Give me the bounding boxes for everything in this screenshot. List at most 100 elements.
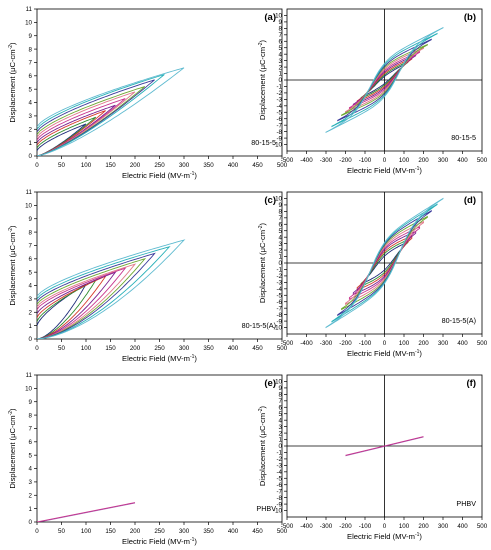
y-tick-label: 1 xyxy=(279,254,283,261)
x-tick-label: 350 xyxy=(203,528,214,535)
loop-series-5 xyxy=(37,267,127,339)
line-series-overlay-1 xyxy=(345,436,424,457)
y-tick-label: 2 xyxy=(279,64,283,71)
line-series-1 xyxy=(37,502,136,522)
plot-frame xyxy=(36,374,283,523)
y-tick-label: -3 xyxy=(276,280,282,287)
y-axis-label-sup: -2 xyxy=(8,411,14,416)
y-tick-label: 10 xyxy=(275,13,282,20)
y-tick-label: 11 xyxy=(26,372,33,379)
x-tick-label: 200 xyxy=(130,162,141,169)
x-tick-label: -300 xyxy=(320,157,333,164)
y-tick-label: 4 xyxy=(29,100,33,107)
x-tick-label: -400 xyxy=(300,523,313,530)
x-tick-label: 200 xyxy=(418,523,429,530)
y-tick-label: -5 xyxy=(276,475,282,482)
y-axis-label: Displacement (μC-cm-2) xyxy=(258,39,267,120)
y-tick-label: 9 xyxy=(279,19,283,26)
y-tick-label: 5 xyxy=(279,228,283,235)
y-tick-label: 9 xyxy=(29,216,33,223)
y-tick-label: 4 xyxy=(279,417,283,424)
x-tick-label: 500 xyxy=(277,345,288,352)
line-series-overlay-1 xyxy=(38,502,136,522)
x-tick-label: -200 xyxy=(339,523,352,530)
panel-d: -500 -400 -300 -200 -100 0 100 200 300 400 500-10-… xyxy=(258,191,488,358)
panel-label: (a) xyxy=(264,12,276,23)
y-tick-label: 3 xyxy=(29,113,33,120)
x-axis-label-sup: -1 xyxy=(190,171,195,177)
x-tick-label: -200 xyxy=(339,157,352,164)
y-tick-label: 0 xyxy=(279,77,283,84)
panel-a: 0 50 100 150 200 250 300 350 400 450 5000123456789… xyxy=(8,6,288,180)
y-tick-label: 4 xyxy=(279,51,283,58)
y-tick-label: -1 xyxy=(276,267,282,274)
y-tick-label: 10 xyxy=(275,196,282,203)
x-tick-label: -400 xyxy=(300,340,313,347)
y-tick-label: 8 xyxy=(279,26,283,33)
x-tick-label: -500 xyxy=(281,340,294,347)
panel-f: -500 -400 -300 -200 -100 0 100 200 300 400 500-10-… xyxy=(258,374,488,541)
x-tick-label: 250 xyxy=(154,162,165,169)
x-tick-label: 150 xyxy=(105,345,116,352)
y-tick-label: -2 xyxy=(276,273,282,280)
loop-series-6 xyxy=(37,263,137,339)
y-tick-label: -5 xyxy=(276,109,282,116)
sample-label: 80-15-5 xyxy=(451,133,476,142)
y-tick-label: 2 xyxy=(29,492,33,499)
y-tick-label: -5 xyxy=(276,292,282,299)
y-tick-label: 3 xyxy=(279,424,283,431)
x-tick-label: 400 xyxy=(457,157,468,164)
y-tick-label: -8 xyxy=(276,312,282,319)
x-tick-label: 350 xyxy=(203,162,214,169)
y-tick-label: 0 xyxy=(29,153,33,160)
y-axis-label-close: ) xyxy=(258,405,267,408)
x-tick-label: 350 xyxy=(203,345,214,352)
y-tick-label: 6 xyxy=(279,38,283,45)
y-tick-label: 11 xyxy=(26,6,33,13)
y-tick-label: -3 xyxy=(276,97,282,104)
y-tick-label: 2 xyxy=(279,247,283,254)
loop-series-10 xyxy=(325,26,444,134)
y-tick-label: -9 xyxy=(276,318,282,325)
data-layer xyxy=(37,502,136,522)
x-tick-label: -300 xyxy=(320,523,333,530)
loop-series-3 xyxy=(37,110,106,156)
x-tick-label: 200 xyxy=(130,345,141,352)
y-tick-label: 7 xyxy=(29,243,33,250)
panel-b: -500 -400 -300 -200 -100 0 100 200 300 400 500-10-… xyxy=(258,8,488,175)
x-tick-label: 400 xyxy=(457,340,468,347)
panel-e: 0 50 100 150 200 250 300 350 400 450 5000123456789… xyxy=(8,372,288,546)
y-tick-label: -8 xyxy=(276,495,282,502)
x-tick-label: 0 xyxy=(35,345,39,352)
x-tick-label: -500 xyxy=(281,523,294,530)
y-tick-label: 10 xyxy=(275,379,282,386)
x-axis-label-sup: -1 xyxy=(190,354,195,360)
x-tick-label: 300 xyxy=(438,523,449,530)
x-tick-label: 100 xyxy=(81,528,92,535)
x-tick-label: 0 xyxy=(383,523,387,530)
y-tick-label: 4 xyxy=(279,234,283,241)
y-tick-label: -9 xyxy=(276,501,282,508)
y-axis-label-sup: -2 xyxy=(258,225,264,230)
y-tick-label: 10 xyxy=(25,203,32,210)
x-tick-label: 100 xyxy=(399,157,410,164)
x-tick-label: 450 xyxy=(252,528,263,535)
y-tick-label: 8 xyxy=(29,412,33,419)
panel-label: (c) xyxy=(264,195,276,206)
y-tick-label: 1 xyxy=(279,437,283,444)
y-tick-label: 2 xyxy=(29,309,33,316)
x-axis-label-close: ) xyxy=(194,171,197,180)
y-tick-label: -3 xyxy=(276,463,282,470)
loop-series-10 xyxy=(37,67,185,156)
x-tick-label: 500 xyxy=(477,523,488,530)
y-tick-label: 0 xyxy=(29,336,33,343)
y-tick-label: -9 xyxy=(276,135,282,142)
y-tick-label: 7 xyxy=(29,60,33,67)
y-tick-label: -6 xyxy=(276,299,282,306)
x-tick-label: 200 xyxy=(418,157,429,164)
y-axis-label-sup: -2 xyxy=(8,45,14,50)
y-tick-label: 10 xyxy=(25,20,32,27)
sample-label: PHBV xyxy=(256,504,276,513)
y-tick-label: -10 xyxy=(273,325,283,332)
